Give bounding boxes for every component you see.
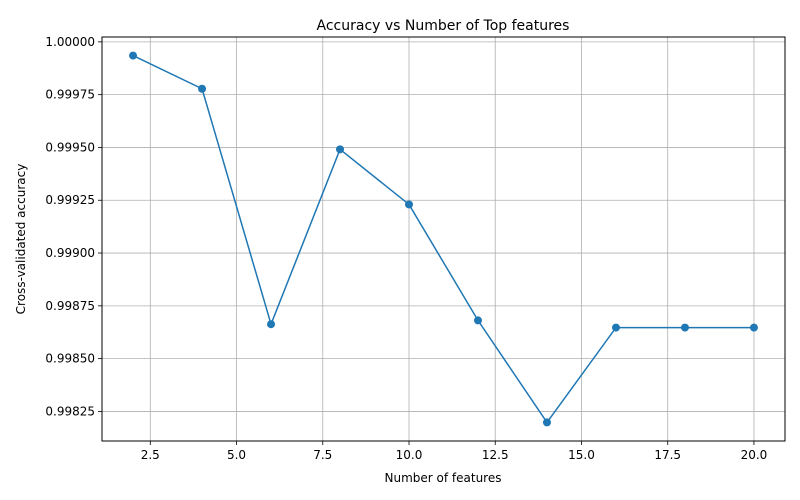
x-axis-label: Number of features (385, 471, 502, 485)
data-point (611, 323, 620, 332)
data-point (129, 51, 138, 60)
grid-lines (102, 37, 785, 441)
data-point (405, 200, 414, 209)
data-point (542, 418, 551, 427)
x-tick-label: 17.5 (654, 448, 681, 462)
data-point (749, 323, 758, 332)
data-point (267, 320, 276, 329)
y-tick-label: 0.99950 (45, 140, 95, 154)
data-point (336, 145, 345, 154)
y-tick-label: 0.99925 (45, 193, 95, 207)
series-line (132, 54, 754, 424)
chart-title: Accuracy vs Number of Top features (317, 18, 570, 34)
x-tick-label: 5.0 (227, 448, 246, 462)
y-tick-label: 0.99900 (45, 246, 95, 260)
y-tick-label: 0.99850 (45, 352, 95, 366)
plot-area (129, 51, 758, 427)
y-axis: 0.99825 0.99850 0.99875 0.99900 0.99925 0.999… (45, 35, 102, 418)
x-tick-label: 12.5 (482, 448, 509, 462)
x-tick-label: 15.0 (568, 448, 595, 462)
y-axis-label: Cross-validated accuracy (14, 164, 28, 315)
y-tick-label: 1.00000 (45, 35, 95, 49)
y-tick-label: 0.99875 (45, 299, 95, 313)
data-point (198, 84, 207, 93)
x-tick-label: 7.5 (313, 448, 332, 462)
x-tick-label: 2.5 (141, 448, 160, 462)
x-axis: 2.5 5.0 7.5 10.0 12.5 15.0 17.5 20.0 (141, 441, 768, 462)
plot-frame (101, 36, 786, 442)
data-point (680, 323, 689, 332)
y-tick-label: 0.99975 (45, 88, 95, 102)
data-point (473, 316, 482, 325)
x-tick-label: 20.0 (741, 448, 768, 462)
x-tick-label: 10.0 (396, 448, 423, 462)
y-tick-label: 0.99825 (45, 404, 95, 418)
